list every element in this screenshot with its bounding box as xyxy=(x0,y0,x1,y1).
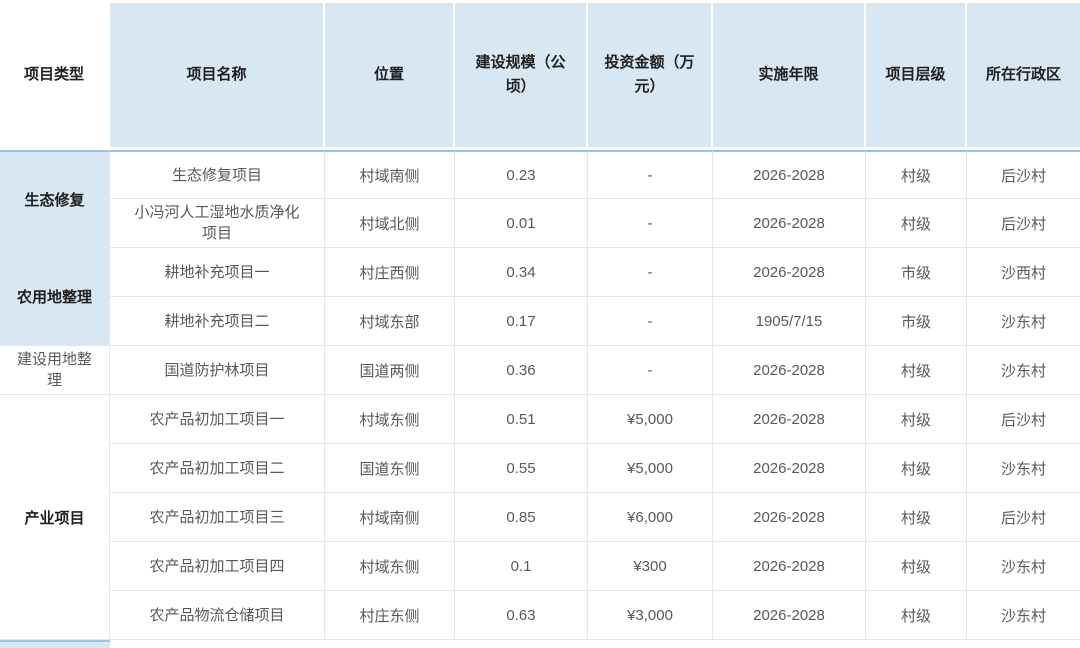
cell-years: 2026-2028 xyxy=(713,346,866,395)
cell-location: 村庄东侧 xyxy=(325,591,455,640)
cell-scale: 0.51 xyxy=(455,395,588,444)
cell-category: 产业项目 xyxy=(0,395,110,640)
cell-level: 村级 xyxy=(866,542,967,591)
cell-scale: 0.85 xyxy=(455,493,588,542)
cell-years: 2026-2028 xyxy=(713,395,866,444)
cell-location: 村域南侧 xyxy=(325,150,455,199)
next-category-cell-partial xyxy=(0,640,110,648)
cell-name: 耕地补充项目二 xyxy=(110,297,325,346)
table-row: 建设用地整理 国道防护林项目 国道两侧 0.36 - 2026-2028 村级 … xyxy=(0,346,1080,395)
cell-investment: ¥3,000 xyxy=(588,591,713,640)
cell-investment: - xyxy=(588,248,713,297)
cell-investment: ¥300 xyxy=(588,542,713,591)
cell-level: 村级 xyxy=(866,199,967,248)
table-row: 产业项目 农产品初加工项目一 村域东侧 0.51 ¥5,000 2026-202… xyxy=(0,395,1080,640)
cell-district: 沙东村 xyxy=(967,542,1080,591)
table-row: 农产品物流仓储项目 村庄东侧 0.63 ¥3,000 2026-2028 村级 … xyxy=(0,591,1080,640)
cell-district: 沙东村 xyxy=(967,591,1080,640)
cell-name: 农产品初加工项目二 xyxy=(110,444,325,493)
cell-level: 村级 xyxy=(866,493,967,542)
table-row: 农产品初加工项目三 村域南侧 0.85 ¥6,000 2026-2028 村级 … xyxy=(0,493,1080,542)
cell-investment: ¥5,000 xyxy=(588,395,713,444)
cell-name: 农产品物流仓储项目 xyxy=(110,591,325,640)
cell-name: 农产品初加工项目四 xyxy=(110,542,325,591)
cell-location: 村域东侧 xyxy=(325,395,455,444)
cell-district: 后沙村 xyxy=(967,493,1080,542)
cell-district: 后沙村 xyxy=(967,395,1080,444)
cell-location: 村庄西侧 xyxy=(325,248,455,297)
col-header-district: 所在行政区 xyxy=(967,3,1080,150)
col-header-years: 实施年限 xyxy=(713,3,866,150)
cell-scale: 0.23 xyxy=(455,150,588,199)
cell-years: 2026-2028 xyxy=(713,150,866,199)
cell-years: 2026-2028 xyxy=(713,199,866,248)
cell-location: 村域南侧 xyxy=(325,493,455,542)
cell-level: 村级 xyxy=(866,150,967,199)
cell-level: 村级 xyxy=(866,395,967,444)
cell-district: 沙东村 xyxy=(967,444,1080,493)
cell-years: 2026-2028 xyxy=(713,542,866,591)
cell-years: 2026-2028 xyxy=(713,444,866,493)
cell-scale: 0.17 xyxy=(455,297,588,346)
cell-investment: - xyxy=(588,297,713,346)
col-header-project-name: 项目名称 xyxy=(110,3,325,150)
table-row: 小冯河人工湿地水质净化项目 村域北侧 0.01 - 2026-2028 村级 后… xyxy=(0,199,1080,248)
cell-scale: 0.1 xyxy=(455,542,588,591)
cell-years: 2026-2028 xyxy=(713,248,866,297)
cell-investment: - xyxy=(588,199,713,248)
project-table: 项目类型 项目名称 位置 建设规模（公顷） 投资金额（万元） 实施年限 项目层级… xyxy=(0,3,1080,640)
cell-scale: 0.55 xyxy=(455,444,588,493)
cell-district: 后沙村 xyxy=(967,199,1080,248)
cell-name: 国道防护林项目 xyxy=(110,346,325,395)
cell-name: 农产品初加工项目三 xyxy=(110,493,325,542)
header-row: 项目类型 项目名称 位置 建设规模（公顷） 投资金额（万元） 实施年限 项目层级… xyxy=(0,3,1080,150)
table-row: 耕地补充项目二 村域东部 0.17 - 1905/7/15 市级 沙东村 xyxy=(0,297,1080,346)
table-row: 农产品初加工项目四 村域东侧 0.1 ¥300 2026-2028 村级 沙东村 xyxy=(0,542,1080,591)
cell-years: 2026-2028 xyxy=(713,493,866,542)
cell-name: 小冯河人工湿地水质净化项目 xyxy=(110,199,325,248)
cell-investment: ¥5,000 xyxy=(588,444,713,493)
cell-location: 村域北侧 xyxy=(325,199,455,248)
cell-investment: - xyxy=(588,346,713,395)
col-header-level: 项目层级 xyxy=(866,3,967,150)
cell-district: 后沙村 xyxy=(967,150,1080,199)
cell-level: 村级 xyxy=(866,346,967,395)
cell-level: 市级 xyxy=(866,248,967,297)
cell-location: 村域东侧 xyxy=(325,542,455,591)
cell-category: 农用地整理 xyxy=(0,248,110,346)
cell-district: 沙东村 xyxy=(967,346,1080,395)
cell-name: 耕地补充项目一 xyxy=(110,248,325,297)
cell-location: 村域东部 xyxy=(325,297,455,346)
cell-location: 国道两侧 xyxy=(325,346,455,395)
cell-district: 沙西村 xyxy=(967,248,1080,297)
cell-category: 建设用地整理 xyxy=(0,346,110,395)
cell-scale: 0.36 xyxy=(455,346,588,395)
cell-district: 沙东村 xyxy=(967,297,1080,346)
cell-level: 市级 xyxy=(866,297,967,346)
cell-scale: 0.63 xyxy=(455,591,588,640)
col-header-scale: 建设规模（公顷） xyxy=(455,3,588,150)
col-header-project-type: 项目类型 xyxy=(0,3,110,150)
cell-name: 生态修复项目 xyxy=(110,150,325,199)
cell-scale: 0.34 xyxy=(455,248,588,297)
col-header-investment: 投资金额（万元） xyxy=(588,3,713,150)
cell-name: 农产品初加工项目一 xyxy=(110,395,325,444)
col-header-location: 位置 xyxy=(325,3,455,150)
cell-location: 国道东侧 xyxy=(325,444,455,493)
table-row: 生态修复 生态修复项目 村域南侧 0.23 - 2026-2028 村级 后沙村 xyxy=(0,150,1080,248)
cell-scale: 0.01 xyxy=(455,199,588,248)
cell-years: 2026-2028 xyxy=(713,591,866,640)
cell-level: 村级 xyxy=(866,444,967,493)
cell-level: 村级 xyxy=(866,591,967,640)
table-row: 农用地整理 耕地补充项目一 村庄西侧 0.34 - 2026-2028 市级 沙… xyxy=(0,248,1080,346)
cell-years: 1905/7/15 xyxy=(713,297,866,346)
cell-investment: - xyxy=(588,150,713,199)
cell-investment: ¥6,000 xyxy=(588,493,713,542)
table-row: 农产品初加工项目二 国道东侧 0.55 ¥5,000 2026-2028 村级 … xyxy=(0,444,1080,493)
cell-category: 生态修复 xyxy=(0,150,110,248)
